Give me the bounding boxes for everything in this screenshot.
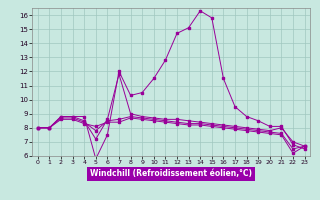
X-axis label: Windchill (Refroidissement éolien,°C): Windchill (Refroidissement éolien,°C) — [90, 169, 252, 178]
